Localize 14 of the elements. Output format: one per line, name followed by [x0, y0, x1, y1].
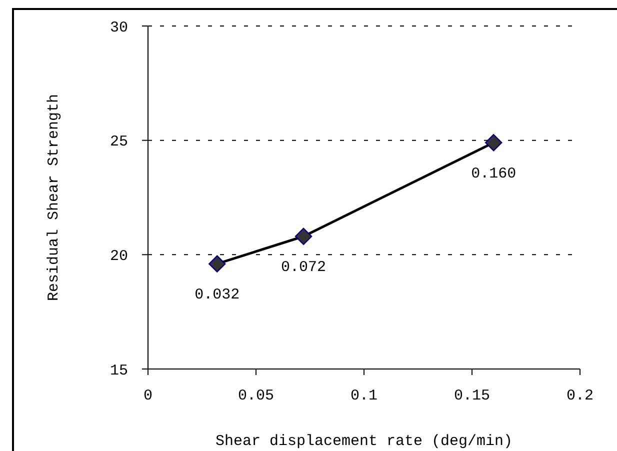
x-tick-label: 0.15	[454, 388, 490, 405]
y-tick-label: 25	[110, 134, 128, 151]
x-tick-label: 0.1	[350, 388, 378, 405]
annotation: 0.160	[471, 165, 516, 182]
x-axis-title: Shear displacement rate (deg/min)	[215, 433, 513, 450]
x-tick-label: 0	[143, 388, 153, 405]
x-tick-label: 0.05	[238, 388, 274, 405]
y-axis-title: Residual Shear Strength	[45, 94, 62, 302]
y-tick-label: 20	[110, 248, 128, 265]
y-tick-label: 30	[110, 19, 128, 36]
annotation: 0.072	[281, 259, 326, 276]
y-tick-label: 15	[110, 362, 128, 380]
annotation: 0.032	[194, 286, 240, 304]
x-tick-label: 0.2	[566, 388, 594, 405]
